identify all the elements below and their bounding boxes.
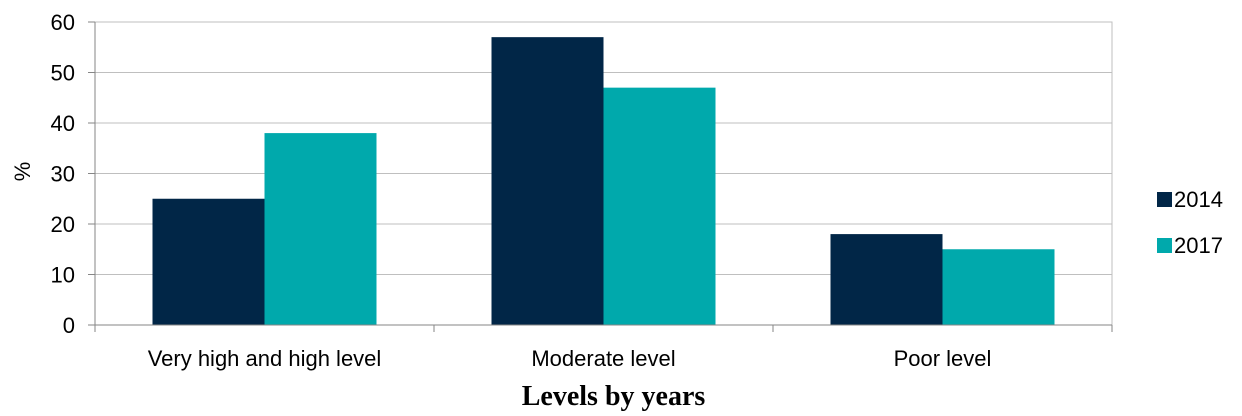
x-axis-label: Levels by years: [522, 381, 706, 412]
bar-2014-1: [152, 198, 265, 325]
x-category-label: Very high and high level: [148, 346, 382, 371]
bar-2017-2: [603, 87, 716, 326]
y-axis-label: %: [10, 162, 35, 182]
y-tick-label: 10: [51, 263, 75, 288]
legend: 2014 2017: [1157, 187, 1223, 258]
axes: [88, 21, 1113, 332]
x-category-labels: Very high and high level Moderate level Po…: [148, 346, 992, 371]
y-tick-label: 50: [51, 61, 75, 86]
y-tick-labels: 0 10 20 30 40 50 60: [51, 10, 75, 338]
bar-2014-2: [491, 37, 604, 326]
bar-2017-3: [942, 249, 1055, 325]
bars: [152, 37, 1055, 326]
bar-2017-1: [264, 133, 377, 325]
x-category-label: Poor level: [894, 346, 992, 371]
legend-swatch-2017: [1157, 238, 1172, 253]
legend-swatch-2014: [1157, 192, 1172, 207]
legend-label-2017: 2017: [1174, 233, 1223, 258]
legend-label-2014: 2014: [1174, 187, 1223, 212]
y-tick-label: 60: [51, 10, 75, 35]
y-tick-label: 20: [51, 212, 75, 237]
y-tick-label: 40: [51, 111, 75, 136]
bar-2014-3: [830, 234, 943, 325]
y-tick-label: 0: [63, 313, 75, 338]
y-tick-label: 30: [51, 162, 75, 187]
x-category-label: Moderate level: [531, 346, 675, 371]
